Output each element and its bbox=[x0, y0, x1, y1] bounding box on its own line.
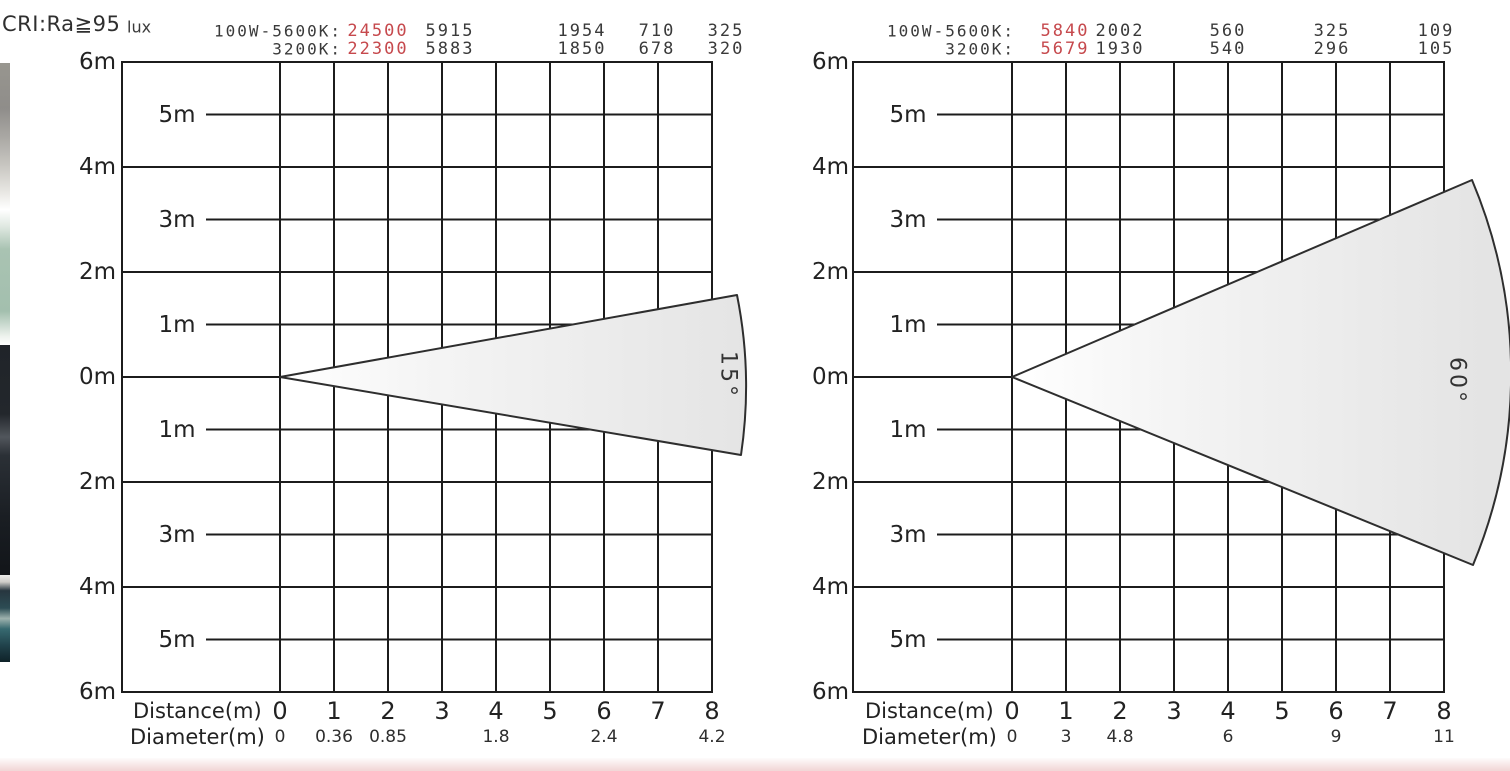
chart1-y-label-outer: 6m bbox=[78, 679, 116, 705]
chart2-diameter-value: 9 bbox=[1330, 727, 1342, 747]
chart1-lux-value: 1850 bbox=[557, 39, 607, 59]
chart1-diameter-value: 1.8 bbox=[482, 727, 510, 747]
chart1-y-label-inner: 3m bbox=[158, 521, 196, 548]
chart2-y-label-inner: 3m bbox=[889, 206, 927, 233]
chart1-lux-value: 5883 bbox=[425, 39, 475, 59]
chart2-diameter-value: 4.8 bbox=[1106, 727, 1134, 747]
chart2-diameter-value: 6 bbox=[1222, 727, 1234, 747]
chart1-y-label-outer: 2m bbox=[78, 469, 116, 495]
chart1-lux-value: 678 bbox=[638, 39, 676, 59]
chart1-y-label-inner: 5m bbox=[158, 101, 196, 128]
chart1-distance-axis-caption: Distance(m) bbox=[133, 699, 262, 723]
chart1-diameter-value: 0.36 bbox=[315, 727, 353, 747]
chart1-x-tick: 7 bbox=[650, 697, 666, 725]
chart1-diameter-axis-caption: Diameter(m) bbox=[130, 725, 265, 749]
chart2-x-tick: 4 bbox=[1220, 697, 1236, 725]
chart2-lux-value: 296 bbox=[1313, 39, 1351, 59]
chart2-x-tick: 3 bbox=[1166, 697, 1182, 725]
chart1-y-label-outer: 4m bbox=[78, 574, 116, 600]
chart1-lux-value: 22300 bbox=[347, 39, 409, 59]
chart2-lux-value: 560 bbox=[1209, 21, 1247, 41]
cri-label: CRI:Ra≧95 bbox=[2, 12, 121, 36]
chart1-lux-value: 325 bbox=[707, 21, 745, 41]
chart2-y-label-outer: 0m bbox=[811, 364, 849, 390]
chart1-y-label-inner: 5m bbox=[158, 626, 196, 653]
chart1-y-label-outer: 4m bbox=[78, 154, 116, 180]
chart2-diameter-value: 0 bbox=[1006, 727, 1018, 747]
product-photo-sliver-middle bbox=[0, 345, 10, 575]
chart1-diameter-value: 0 bbox=[274, 727, 286, 747]
chart2-lux-value: 1930 bbox=[1095, 39, 1145, 59]
chart2-lux-value: 105 bbox=[1417, 39, 1455, 59]
chart2-x-tick: 1 bbox=[1058, 697, 1074, 725]
chart1-diameter-value: 2.4 bbox=[590, 727, 618, 747]
lux-unit-label: lux bbox=[127, 17, 152, 37]
chart1-x-tick: 2 bbox=[380, 697, 396, 725]
chart1-y-label-outer: 2m bbox=[78, 259, 116, 285]
chart1-series-label-3200k: 3200K: bbox=[272, 39, 342, 59]
chart2-y-label-inner: 5m bbox=[889, 101, 927, 128]
chart1-lux-value: 24500 bbox=[347, 21, 409, 41]
chart1-x-tick: 8 bbox=[704, 697, 720, 725]
chart2-y-label-inner: 1m bbox=[889, 311, 927, 338]
chart1-y-label-inner: 1m bbox=[158, 416, 196, 443]
chart1-lux-value: 320 bbox=[707, 39, 745, 59]
chart2-y-label-outer: 6m bbox=[811, 679, 849, 705]
chart1-lux-value: 1954 bbox=[557, 21, 607, 41]
chart2-series-label-3200k: 3200K: bbox=[945, 39, 1015, 59]
chart2-x-tick: 8 bbox=[1436, 697, 1452, 725]
chart2-distance-axis-caption: Distance(m) bbox=[865, 699, 994, 723]
chart2-x-tick: 2 bbox=[1112, 697, 1128, 725]
chart1-y-label-outer: 0m bbox=[78, 364, 116, 390]
chart1-lux-value: 710 bbox=[638, 21, 676, 41]
chart1-x-tick: 3 bbox=[434, 697, 450, 725]
chart2-y-label-inner: 5m bbox=[889, 626, 927, 653]
chart1-x-tick: 0 bbox=[272, 697, 288, 725]
chart2-series-label-5600k: 100W-5600K: bbox=[887, 21, 1015, 41]
product-photo-sliver-top bbox=[0, 63, 10, 345]
chart1-y-label-inner: 3m bbox=[158, 206, 196, 233]
chart2-beam-angle-label: 60° bbox=[1444, 357, 1470, 405]
chart2-diameter-axis-caption: Diameter(m) bbox=[862, 725, 997, 749]
chart2-diameter-value: 11 bbox=[1433, 727, 1455, 747]
chart2-lux-value: 540 bbox=[1209, 39, 1247, 59]
chart2-y-label-inner: 1m bbox=[889, 416, 927, 443]
chart1-series-label-5600k: 100W-5600K: bbox=[214, 21, 342, 41]
beam-cone-15deg bbox=[279, 294, 748, 456]
chart2-y-label-outer: 4m bbox=[811, 154, 849, 180]
chart2-lux-value: 325 bbox=[1313, 21, 1351, 41]
chart1-diameter-value: 0.85 bbox=[369, 727, 407, 747]
chart2-y-label-outer: 6m bbox=[811, 49, 849, 75]
chart2-y-label-outer: 2m bbox=[811, 469, 849, 495]
chart1-x-tick: 6 bbox=[596, 697, 612, 725]
chart1-y-label-inner: 1m bbox=[158, 311, 196, 338]
chart2-y-label-outer: 2m bbox=[811, 259, 849, 285]
chart2-y-label-outer: 4m bbox=[811, 574, 849, 600]
chart2-x-tick: 0 bbox=[1004, 697, 1020, 725]
chart2-lux-value: 2002 bbox=[1095, 21, 1145, 41]
chart1-beam-angle-label: 15° bbox=[715, 351, 741, 399]
chart2-y-label-inner: 3m bbox=[889, 521, 927, 548]
bottom-banner-edge bbox=[0, 758, 1510, 771]
chart1-y-label-outer: 6m bbox=[78, 49, 116, 75]
chart2-diameter-value: 3 bbox=[1060, 727, 1072, 747]
chart1-x-tick: 1 bbox=[326, 697, 342, 725]
chart1-x-tick: 4 bbox=[488, 697, 504, 725]
chart1-diameter-value: 4.2 bbox=[698, 727, 726, 747]
chart2-lux-value: 5679 bbox=[1040, 39, 1090, 59]
chart1-lux-value: 5915 bbox=[425, 21, 475, 41]
chart2-lux-value: 5840 bbox=[1040, 21, 1090, 41]
chart2-lux-value: 109 bbox=[1417, 21, 1455, 41]
chart2-x-tick: 7 bbox=[1382, 697, 1398, 725]
chart2-x-tick: 5 bbox=[1274, 697, 1290, 725]
chart1-x-tick: 5 bbox=[542, 697, 558, 725]
beam-cone-60deg bbox=[1011, 179, 1510, 566]
product-photo-sliver-bottom bbox=[0, 575, 10, 662]
chart2-x-tick: 6 bbox=[1328, 697, 1344, 725]
